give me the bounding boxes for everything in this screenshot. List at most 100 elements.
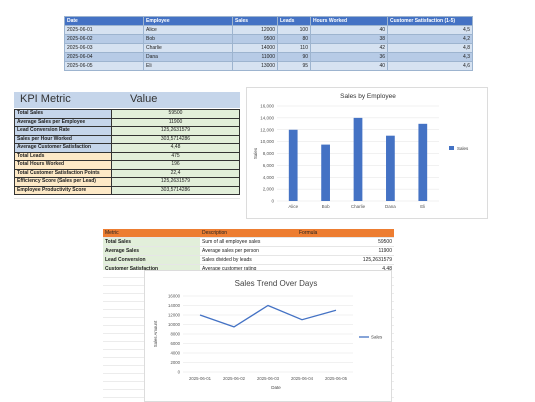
table-cell[interactable]: Average sales per person xyxy=(200,246,297,256)
table-cell[interactable]: 38 xyxy=(310,34,388,44)
table-row: 2025-06-02 Bob 9500 80 38 4,2 xyxy=(64,34,473,44)
kpi-label[interactable]: Total Leads xyxy=(14,151,112,161)
table-cell[interactable]: 14000 xyxy=(232,43,278,53)
table-cell[interactable]: Sales divided by leads xyxy=(200,255,297,265)
table-cell[interactable]: 9500 xyxy=(232,34,278,44)
column-header[interactable]: Employee xyxy=(143,16,233,26)
kpi-label[interactable]: Total Customer Satisfaction Points xyxy=(14,168,112,178)
table-cell[interactable]: 2025-06-01 xyxy=(64,25,144,35)
table-row: Average Sales Average sales per person 119… xyxy=(103,246,394,256)
kpi-label[interactable]: Total Hours Worked xyxy=(14,160,112,170)
table-cell[interactable]: 2025-06-05 xyxy=(64,61,144,71)
kpi-value[interactable]: 59500 xyxy=(111,109,240,119)
kpi-value[interactable]: 196 xyxy=(111,160,240,170)
column-header[interactable]: Hours Worked xyxy=(310,16,388,26)
table-cell[interactable]: 36 xyxy=(310,52,388,62)
y-tick-label: 2,000 xyxy=(263,187,275,192)
kpi-row: Employee Productivity Score 303,5714286 xyxy=(14,185,240,195)
bar-chart-svg: Sales by Employee 0 2,000 4,000 6,000 8,000 10… xyxy=(253,93,469,209)
x-tick-label: Alice xyxy=(288,204,298,209)
table-cell[interactable]: 95 xyxy=(277,61,311,71)
table-cell[interactable]: 125,2631579 xyxy=(297,255,394,265)
table-cell[interactable]: 12000 xyxy=(232,25,278,35)
y-tick-label: 8000 xyxy=(170,332,180,337)
kpi-value[interactable]: 303,5714286 xyxy=(111,134,240,144)
y-tick-label: 10,000 xyxy=(260,139,274,144)
table-cell[interactable]: Average Sales xyxy=(103,246,200,256)
table-cell[interactable]: 4,8 xyxy=(387,43,473,53)
metric-header-row: Metric Description Formula xyxy=(103,229,394,238)
table-cell[interactable]: 40 xyxy=(310,61,388,71)
kpi-label[interactable]: Average Sales per Employee xyxy=(14,117,112,127)
y-tick-label: 16000 xyxy=(168,294,181,299)
bar-alice xyxy=(288,129,298,201)
column-header[interactable]: Date xyxy=(64,16,144,26)
legend-swatch xyxy=(449,146,454,150)
table-cell[interactable]: 4,2 xyxy=(387,34,473,44)
table-cell[interactable]: 11900 xyxy=(297,246,394,256)
column-header[interactable]: Metric xyxy=(103,229,200,238)
table-cell[interactable]: 11000 xyxy=(232,52,278,62)
column-header[interactable]: Sales xyxy=(232,16,278,26)
sales-trend-chart[interactable]: Sales Trend Over Days 0 2000 4000 6000 8000 10… xyxy=(144,270,392,402)
table-cell[interactable]: 59500 xyxy=(297,237,394,247)
x-tick-label: 2025-06-05 xyxy=(325,376,348,381)
table-row: Lead Conversion Sales divided by leads 125… xyxy=(103,255,394,265)
table-cell[interactable]: 40 xyxy=(310,25,388,35)
kpi-header: KPI Metric Value xyxy=(14,92,240,108)
table-cell[interactable]: 4,5 xyxy=(387,25,473,35)
column-header[interactable]: Description xyxy=(200,229,297,238)
kpi-label[interactable]: Lead Conversion Rate xyxy=(14,126,112,136)
kpi-value[interactable]: 125,2631579 xyxy=(111,177,240,187)
kpi-label[interactable]: Efficiency Score (Sales per Lead) xyxy=(14,177,112,187)
table-cell[interactable]: 2025-06-04 xyxy=(64,52,144,62)
sales-by-employee-chart[interactable]: Sales by Employee 0 2,000 4,000 6,000 8,000 10… xyxy=(246,87,488,219)
table-cell[interactable]: Sum of all employee sales xyxy=(200,237,297,247)
table-cell[interactable]: 2025-06-03 xyxy=(64,43,144,53)
column-header[interactable]: Customer Satisfaction (1-5) xyxy=(387,16,473,26)
table-cell[interactable]: 90 xyxy=(277,52,311,62)
legend-label: Sales xyxy=(371,335,383,340)
column-header[interactable]: Leads xyxy=(277,16,311,26)
x-tick-label: Charlie xyxy=(351,204,366,209)
bar-dana xyxy=(386,135,395,201)
table-cell[interactable]: Eli xyxy=(143,61,233,71)
kpi-value[interactable]: 11900 xyxy=(111,117,240,127)
kpi-row: Sales per Hour Worked 303,5714286 xyxy=(14,134,240,144)
table-row: Total Sales Sum of all employee sales 5950… xyxy=(103,237,394,247)
sheet-gridlines xyxy=(14,198,240,211)
y-tick-label: 14,000 xyxy=(260,115,274,120)
chart-title: Sales Trend Over Days xyxy=(235,279,318,288)
kpi-value[interactable]: 125,2631579 xyxy=(111,126,240,136)
kpi-value[interactable]: 4,48 xyxy=(111,143,240,153)
table-cell[interactable]: 110 xyxy=(277,43,311,53)
column-header[interactable]: Formula xyxy=(297,229,394,238)
table-cell[interactable]: Alice xyxy=(143,25,233,35)
y-tick-label: 0 xyxy=(178,370,181,375)
table-cell[interactable]: 4,3 xyxy=(387,52,473,62)
y-tick-label: 4000 xyxy=(170,351,180,356)
table-cell[interactable]: 13000 xyxy=(232,61,278,71)
kpi-value[interactable]: 475 xyxy=(111,151,240,161)
table-cell[interactable]: 4,6 xyxy=(387,61,473,71)
kpi-label[interactable]: Sales per Hour Worked xyxy=(14,134,112,144)
table-cell[interactable]: 42 xyxy=(310,43,388,53)
table-cell[interactable]: Dana xyxy=(143,52,233,62)
table-cell[interactable]: 80 xyxy=(277,34,311,44)
kpi-value[interactable]: 303,5714286 xyxy=(111,185,240,195)
kpi-value[interactable]: 22,4 xyxy=(111,168,240,178)
x-tick-label: Dana xyxy=(385,204,396,209)
table-cell[interactable]: 100 xyxy=(277,25,311,35)
table-cell[interactable]: Charlie xyxy=(143,43,233,53)
table-cell[interactable]: 2025-06-02 xyxy=(64,34,144,44)
table-cell[interactable]: Lead Conversion xyxy=(103,255,200,265)
table-cell[interactable]: Total Sales xyxy=(103,237,200,247)
kpi-label[interactable]: Average Customer Satisfaction xyxy=(14,143,112,153)
bar-bob xyxy=(321,144,330,201)
kpi-label[interactable]: Total Sales xyxy=(14,109,112,119)
sales-line xyxy=(199,304,337,328)
sales-data-table: Date Employee Sales Leads Hours Worked Custom… xyxy=(64,16,473,71)
kpi-row: Total Customer Satisfaction Points 22,4 xyxy=(14,168,240,178)
table-cell[interactable]: Bob xyxy=(143,34,233,44)
kpi-label[interactable]: Employee Productivity Score xyxy=(14,185,112,195)
